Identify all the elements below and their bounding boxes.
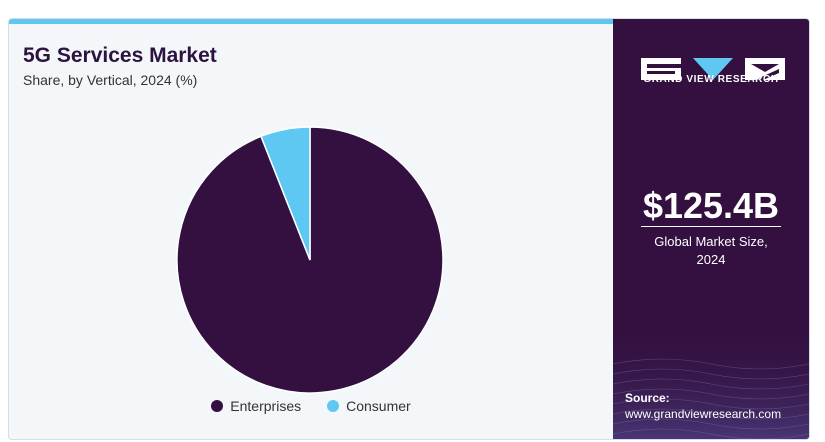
legend-swatch [327, 400, 340, 412]
chart-subtitle: Share, by Vertical, 2024 (%) [23, 72, 198, 88]
caption-line-2: 2024 [696, 252, 726, 267]
brand-name: GRAND VIEW RESEARCH [643, 74, 779, 85]
source-label: Source: [625, 391, 670, 405]
chart-card: 5G Services Market Share, by Vertical, 2… [8, 18, 810, 440]
legend-item-consumer: Consumer [327, 398, 411, 414]
chart-panel: 5G Services Market Share, by Vertical, 2… [9, 24, 613, 439]
legend-swatch [211, 400, 224, 412]
market-size-value: $125.4B [642, 185, 780, 226]
legend-label: Consumer [346, 398, 411, 414]
chart-title: 5G Services Market [23, 44, 217, 67]
market-size-caption: Global Market Size, 2024 [613, 233, 809, 269]
wave-pattern-decoration [613, 324, 809, 439]
gvr-logo-icon [641, 58, 785, 80]
source-link[interactable]: www.grandviewresearch.com [625, 407, 782, 421]
accent-bar [9, 19, 613, 24]
pie-slice-consumer [260, 126, 311, 261]
info-panel: GRAND VIEW RESEARCH $125.4B Global Marke… [613, 19, 809, 439]
caption-line-1: Global Market Size, [654, 234, 768, 249]
legend-item-enterprises: Enterprises [211, 398, 301, 414]
legend-label: Enterprises [230, 398, 302, 414]
value-divider [641, 226, 781, 227]
chart-legend: Enterprises Consumer [9, 398, 613, 414]
pie-chart [176, 126, 444, 394]
